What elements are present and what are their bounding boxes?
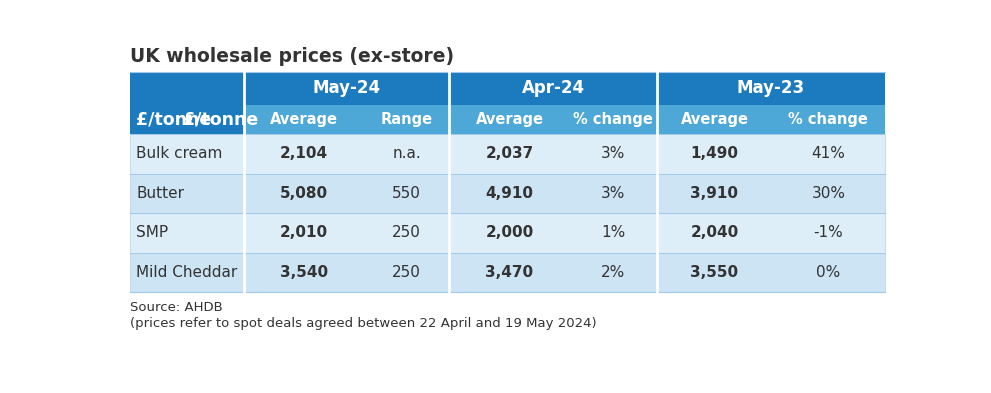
Text: 2,000: 2,000 xyxy=(486,225,533,241)
Text: 0%: 0% xyxy=(817,265,840,280)
Text: £/tonne: £/tonne xyxy=(137,110,211,129)
Text: Average: Average xyxy=(271,112,338,127)
Text: n.a.: n.a. xyxy=(392,147,421,162)
Text: SMP: SMP xyxy=(137,225,168,241)
Bar xyxy=(570,105,657,134)
Text: % change: % change xyxy=(574,112,653,127)
Text: 1,490: 1,490 xyxy=(691,147,738,162)
Text: £/tonne: £/tonne xyxy=(183,110,259,129)
Text: 3,550: 3,550 xyxy=(691,265,738,280)
Text: Apr-24: Apr-24 xyxy=(521,79,585,97)
Bar xyxy=(130,72,244,134)
Bar xyxy=(449,105,570,134)
Bar xyxy=(364,105,449,134)
Text: 30%: 30% xyxy=(812,186,845,201)
Text: Range: Range xyxy=(381,112,433,127)
Text: 550: 550 xyxy=(392,186,421,201)
Text: Average: Average xyxy=(681,112,748,127)
Text: 2%: 2% xyxy=(602,265,625,280)
Bar xyxy=(244,105,364,134)
Text: 2,104: 2,104 xyxy=(280,147,328,162)
Bar xyxy=(449,72,657,105)
Text: 3,470: 3,470 xyxy=(486,265,533,280)
Bar xyxy=(772,105,885,134)
Bar xyxy=(130,174,885,213)
Text: 3%: 3% xyxy=(602,147,625,162)
Text: Bulk cream: Bulk cream xyxy=(137,147,223,162)
Text: (prices refer to spot deals agreed between 22 April and 19 May 2024): (prices refer to spot deals agreed betwe… xyxy=(130,318,597,331)
Text: 3%: 3% xyxy=(602,186,625,201)
Text: 5,080: 5,080 xyxy=(280,186,328,201)
Bar xyxy=(244,72,449,105)
Bar xyxy=(657,105,772,134)
Text: May-24: May-24 xyxy=(312,79,381,97)
Text: 41%: 41% xyxy=(812,147,845,162)
Text: % change: % change xyxy=(789,112,868,127)
Text: 4,910: 4,910 xyxy=(486,186,533,201)
Text: Average: Average xyxy=(476,112,543,127)
Text: UK wholesale prices (ex-store): UK wholesale prices (ex-store) xyxy=(130,48,454,66)
Text: Source: AHDB: Source: AHDB xyxy=(130,301,223,314)
Text: 2,037: 2,037 xyxy=(486,147,533,162)
Text: 3,910: 3,910 xyxy=(691,186,738,201)
Text: 250: 250 xyxy=(392,265,421,280)
Text: May-23: May-23 xyxy=(737,79,805,97)
Bar xyxy=(130,213,885,253)
Text: 2,040: 2,040 xyxy=(691,225,738,241)
Text: Mild Cheddar: Mild Cheddar xyxy=(137,265,238,280)
Bar xyxy=(130,253,885,292)
Bar xyxy=(130,134,885,174)
Text: 3,540: 3,540 xyxy=(280,265,328,280)
Text: 2,010: 2,010 xyxy=(280,225,328,241)
Text: Butter: Butter xyxy=(137,186,184,201)
Text: 250: 250 xyxy=(392,225,421,241)
Text: -1%: -1% xyxy=(814,225,843,241)
Bar xyxy=(657,72,885,105)
Text: 1%: 1% xyxy=(602,225,625,241)
